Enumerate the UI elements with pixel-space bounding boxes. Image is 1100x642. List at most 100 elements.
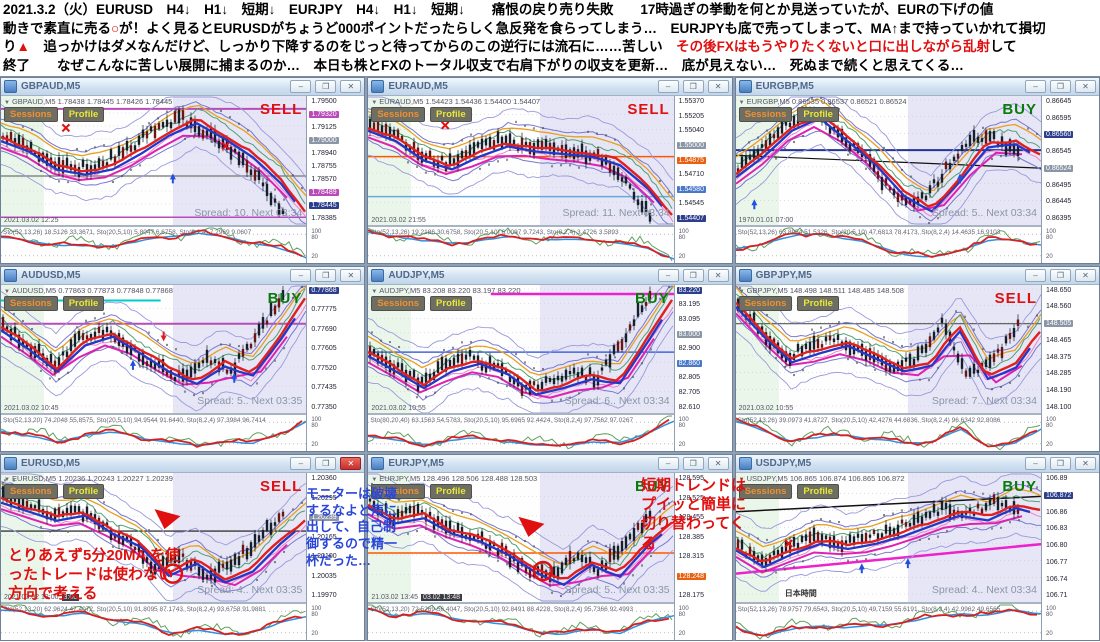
subwindow-divider[interactable] <box>368 413 732 416</box>
subwindow-divider[interactable] <box>368 602 732 604</box>
window-titlebar[interactable]: USDJPY,M5 – ❐ ✕ <box>735 455 1099 474</box>
minimize-button[interactable]: – <box>657 80 679 93</box>
buy-arrow-icon[interactable] <box>904 558 911 569</box>
loss-x-icon[interactable] <box>441 121 450 130</box>
price-axis[interactable]: 1.55370 1.55205 1.55040 1.55000 1.54875 1.547… <box>673 96 732 263</box>
sessions-button[interactable]: Sessions <box>738 484 793 500</box>
subwindow-divider[interactable] <box>1 224 365 227</box>
subwindow-divider[interactable] <box>735 602 1099 604</box>
loss-x-icon[interactable] <box>221 141 230 151</box>
sessions-button[interactable]: Sessions <box>4 107 58 122</box>
loss-x-icon[interactable] <box>784 539 793 549</box>
minimize-button[interactable]: – <box>290 268 312 282</box>
sessions-button[interactable]: Sessions <box>371 484 426 500</box>
restore-button[interactable]: ❐ <box>682 457 704 471</box>
profile-button[interactable]: Profile <box>430 295 472 311</box>
profile-button[interactable]: Profile <box>430 484 472 500</box>
chart-area[interactable]: ▼ GBPAUD,M5 1.78438 1.78445 1.78426 1.784… <box>1 96 365 263</box>
legend-collapse-icon[interactable]: ▼ <box>4 288 10 295</box>
window-titlebar[interactable]: AUDJPY,M5 – ❐ ✕ <box>368 266 732 285</box>
window-titlebar[interactable]: EURUSD,M5 – ❐ ✕ <box>1 455 365 474</box>
sessions-button[interactable]: Sessions <box>738 295 793 311</box>
window-titlebar[interactable]: EURGBP,M5 – ❐ ✕ <box>735 78 1099 96</box>
chart-window-euraud-m5[interactable]: EURAUD,M5 – ❐ ✕ ▼ EURAUD,M5 1.54423 1.54436 1… <box>367 77 733 264</box>
buy-arrow-icon[interactable] <box>169 173 176 184</box>
price-axis[interactable]: 0.77868 0.77775 0.77690 0.77605 0.77520 0.774… <box>306 284 365 452</box>
minimize-button[interactable]: – <box>290 457 312 471</box>
price-axis[interactable]: 1.79500 1.79320 1.79125 1.79000 1.78940 1.787… <box>306 96 365 263</box>
entry-circle-annotation[interactable] <box>533 561 554 582</box>
price-axis[interactable]: 128.595 128.525 128.455 128.385 128.315 128.2… <box>673 473 732 640</box>
price-axis[interactable]: 106.89 106.872 106.86 106.83 106.80 106.77 106… <box>1041 473 1099 640</box>
restore-button[interactable]: ❐ <box>1050 457 1071 471</box>
chart-window-gbpjpy-m5[interactable]: GBPJPY,M5 – ❐ ✕ ▼ GBPJPY,M5 148.498 148.511 1… <box>734 265 1100 453</box>
chart-window-gbpaud-m5[interactable]: GBPAUD,M5 – ❐ ✕ ▼ GBPAUD,M5 1.78438 1.78445 1… <box>0 77 366 264</box>
close-button[interactable]: ✕ <box>340 268 362 282</box>
minimize-button[interactable]: – <box>1025 268 1046 282</box>
window-titlebar[interactable]: EURJPY,M5 – ❐ ✕ <box>368 455 732 474</box>
entry-circle-annotation[interactable] <box>162 563 184 585</box>
chart-window-eurjpy-m5[interactable]: EURJPY,M5 – ❐ ✕ ▼ EURJPY,M5 128.496 128.506 1… <box>367 454 733 641</box>
chart-window-audjpy-m5[interactable]: AUDJPY,M5 – ❐ ✕ ▼ AUDJPY,M5 83.208 83.220 83.… <box>367 265 733 453</box>
legend-collapse-icon[interactable]: ▼ <box>371 477 378 484</box>
minimize-button[interactable]: – <box>657 457 679 471</box>
profile-button[interactable]: Profile <box>797 107 839 122</box>
buy-arrow-icon[interactable] <box>129 359 136 370</box>
chart-window-audusd-m5[interactable]: AUDUSD,M5 – ❐ ✕ ▼ AUDUSD,M5 0.77863 0.77873 0… <box>0 265 366 453</box>
legend-collapse-icon[interactable]: ▼ <box>738 100 745 106</box>
chart-area[interactable]: ▼ EURGBP,M5 0.86535 0.86537 0.86521 0.865… <box>735 96 1099 263</box>
chart-area[interactable]: ▼ EURUSD,M5 1.20236 1.20243 1.20227 1.202… <box>1 473 365 640</box>
buy-arrow-icon[interactable] <box>751 199 758 210</box>
legend-collapse-icon[interactable]: ▼ <box>4 477 10 484</box>
buy-arrow-icon[interactable] <box>231 372 238 383</box>
legend-collapse-icon[interactable]: ▼ <box>4 100 10 106</box>
minimize-button[interactable]: – <box>1025 457 1046 471</box>
chart-text-annotation[interactable]: 日本時間 <box>784 589 817 599</box>
chart-window-eurgbp-m5[interactable]: EURGBP,M5 – ❐ ✕ ▼ EURGBP,M5 0.86535 0.86537 0… <box>734 77 1100 264</box>
sessions-button[interactable]: Sessions <box>371 295 426 311</box>
restore-button[interactable]: ❐ <box>315 80 337 93</box>
sessions-button[interactable]: Sessions <box>371 107 426 122</box>
legend-collapse-icon[interactable]: ▼ <box>738 477 745 484</box>
close-button[interactable]: ✕ <box>1075 457 1096 471</box>
chart-window-usdjpy-m5[interactable]: USDJPY,M5 – ❐ ✕ ▼ USDJPY,M5 106.865 106.874 1… <box>734 454 1100 641</box>
window-titlebar[interactable]: GBPAUD,M5 – ❐ ✕ <box>1 78 365 96</box>
sessions-button[interactable]: Sessions <box>4 484 58 500</box>
subwindow-divider[interactable] <box>1 413 365 416</box>
window-titlebar[interactable]: AUDUSD,M5 – ❐ ✕ <box>1 266 365 285</box>
subwindow-divider[interactable] <box>735 224 1099 227</box>
big-red-arrow-annotation[interactable] <box>518 517 545 538</box>
legend-collapse-icon[interactable]: ▼ <box>371 100 378 106</box>
subwindow-divider[interactable] <box>368 224 732 227</box>
close-button[interactable]: ✕ <box>707 268 729 282</box>
chart-area[interactable]: ▼ EURAUD,M5 1.54423 1.54436 1.54400 1.544… <box>368 96 732 263</box>
sell-arrow-icon[interactable] <box>160 331 167 342</box>
minimize-button[interactable]: – <box>657 268 679 282</box>
profile-button[interactable]: Profile <box>797 484 839 500</box>
loss-x-icon[interactable] <box>61 123 71 133</box>
close-button[interactable]: ✕ <box>707 80 729 93</box>
window-titlebar[interactable]: EURAUD,M5 – ❐ ✕ <box>368 78 732 96</box>
profile-button[interactable]: Profile <box>62 484 105 500</box>
price-axis[interactable]: 148.650 148.560 148.505 148.465 148.375 148.2… <box>1041 284 1099 452</box>
chart-area[interactable]: ▼ GBPJPY,M5 148.498 148.511 148.485 148.5… <box>735 284 1099 452</box>
subwindow-divider[interactable] <box>1 602 365 604</box>
profile-button[interactable]: Profile <box>430 107 472 122</box>
window-titlebar[interactable]: GBPJPY,M5 – ❐ ✕ <box>735 266 1099 285</box>
minimize-button[interactable]: – <box>290 80 312 93</box>
restore-button[interactable]: ❐ <box>1050 268 1071 282</box>
chart-window-eurusd-m5[interactable]: EURUSD,M5 – ❐ ✕ ▼ EURUSD,M5 1.20236 1.20243 1… <box>0 454 366 641</box>
restore-button[interactable]: ❐ <box>315 268 337 282</box>
restore-button[interactable]: ❐ <box>682 80 704 93</box>
big-red-arrow-annotation[interactable] <box>154 509 181 530</box>
chart-area[interactable]: ▼ AUDUSD,M5 0.77863 0.77873 0.77848 0.778… <box>1 284 365 452</box>
minimize-button[interactable]: – <box>1025 80 1046 93</box>
chart-area[interactable]: ▼ EURJPY,M5 128.496 128.506 128.488 128.5… <box>368 473 732 640</box>
chart-area[interactable]: ▼ USDJPY,M5 106.865 106.874 106.865 106.8… <box>735 473 1099 640</box>
close-button[interactable]: ✕ <box>1075 80 1096 93</box>
close-button[interactable]: ✕ <box>1075 268 1096 282</box>
restore-button[interactable]: ❐ <box>682 268 704 282</box>
price-axis[interactable]: 83.220 83.195 83.095 83.000 82.900 82.860 82.8… <box>673 284 732 452</box>
buy-arrow-icon[interactable] <box>956 173 963 184</box>
profile-button[interactable]: Profile <box>62 107 105 122</box>
